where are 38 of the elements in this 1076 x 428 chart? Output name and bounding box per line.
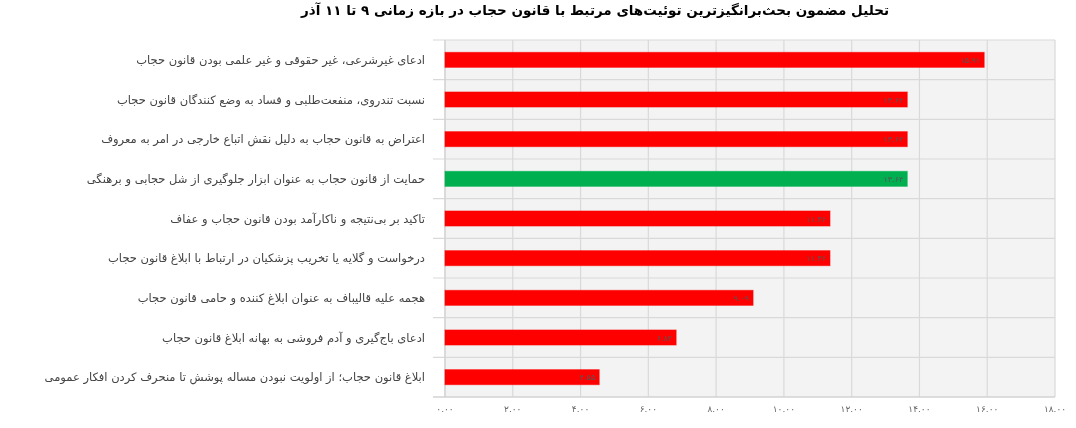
- y-tick-label: ادعای باج‌گیری و آدم فروشی به بهانه ابلاغ قانون حجاب: [162, 330, 425, 346]
- y-tick-label: تاکید بر بی‌نتیجه و ناکارآمد بودن قانون حجاب و عفاف: [170, 211, 425, 227]
- bar: [444, 210, 831, 227]
- data-label: ۱۵.۹۱: [960, 55, 981, 65]
- x-tick-label: ۱۲.۰۰: [840, 404, 863, 414]
- data-label: ۱۳.۶۴: [883, 95, 904, 105]
- data-label: ۱۳.۶۴: [883, 135, 904, 145]
- data-label: ۱۳.۶۴: [883, 174, 904, 184]
- x-tick-label: ۱۸.۰۰: [1043, 404, 1067, 414]
- x-tick-label: ۲.۰۰: [504, 404, 522, 414]
- x-tick-label: ۱۴.۰۰: [908, 404, 931, 414]
- bar: [444, 329, 677, 346]
- data-label: ۱۱.۳۶: [806, 214, 826, 224]
- x-tick-label: ۱۶.۰۰: [976, 404, 999, 414]
- bar: [444, 250, 831, 267]
- x-tick-label: ۰.۰۰: [436, 404, 454, 414]
- y-tick-label: ابلاغ قانون حجاب؛ از اولویت نبودن مساله پوشش تا منحرف کردن افکار عمومی: [44, 370, 425, 386]
- x-tick-label: ۶.۰۰: [639, 404, 658, 414]
- y-tick-label: نسبت تندروی، منفعت‌طلبی و فساد به وضع کنندگان قانون حجاب: [116, 92, 425, 108]
- y-tick-label: درخواست و گلایه یا تخریب پزشکیان در ارتباط با ابلاغ قانون حجاب: [108, 251, 425, 267]
- bar: [444, 170, 908, 187]
- data-label: ۱۱.۳۶: [806, 254, 826, 264]
- data-label: ۹.۰۹: [733, 293, 750, 303]
- bar: [444, 131, 908, 148]
- x-tick-label: ۱۰.۰۰: [772, 404, 795, 414]
- x-tick-label: ۴.۰۰: [571, 404, 590, 414]
- data-label: ۴.۵۵: [579, 373, 596, 383]
- bar: [444, 91, 908, 108]
- y-tick-label: هجمه علیه قالیباف به عنوان ابلاغ کننده و حامی قانون حجاب: [137, 290, 425, 306]
- y-tick-label: ادعای غیرشرعی، غیر حقوقی و غیر علمی بودن قانون حجاب: [136, 52, 425, 68]
- bar: [444, 51, 985, 68]
- bar: [444, 289, 754, 306]
- y-tick-label: اعتراض به قانون حجاب به دلیل نقش اتباع خارجی در امر به معروف: [101, 132, 425, 148]
- y-tick-label: حمایت از قانون حجاب به عنوان ابزار جلوگیری از شل حجابی و برهنگی: [86, 171, 425, 187]
- data-label: ۶.۸۲: [656, 333, 673, 343]
- chart-title: تحلیل مضمون بحث‌برانگیزترین توئیت‌های مرتبط با قانون حجاب در بازه زمانی ۹ تا ۱۱ آذر: [300, 2, 889, 18]
- bar: [444, 369, 600, 386]
- x-tick-label: ۸.۰۰: [707, 404, 725, 414]
